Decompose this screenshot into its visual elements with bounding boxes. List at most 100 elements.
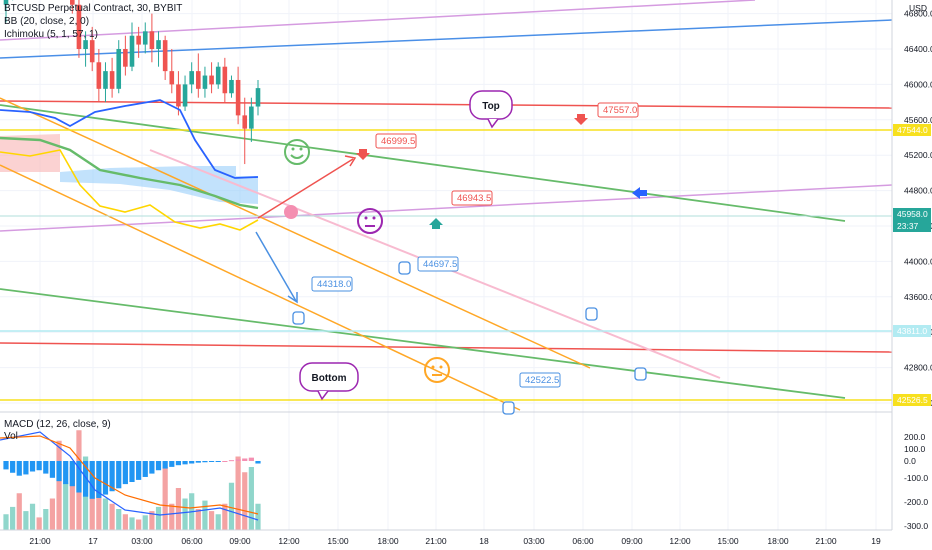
candle-body: [235, 79, 241, 116]
drawing-layer[interactable]: [0, 0, 893, 411]
macd-histogram-bar: [116, 461, 122, 489]
symbol-title[interactable]: BTCUSD Perpetual Contract, 30, BYBIT: [4, 3, 183, 14]
price-label-text: 42522.5: [525, 375, 559, 386]
price-axis[interactable]: USD49600.049200.048800.048400.048000.047…: [891, 0, 932, 550]
macd-histogram-bar: [255, 461, 261, 464]
price-tick-label: 44000.0: [904, 256, 932, 266]
blue-trend-line[interactable]: [0, 19, 893, 59]
macd-histogram-bar: [82, 461, 89, 497]
bb-indicator-label[interactable]: BB (20, close, 2, 0): [4, 16, 90, 27]
macd-histogram-bar: [195, 461, 201, 463]
time-tick-label: 18:00: [377, 536, 399, 546]
macd-tick-label: -300.0: [904, 521, 928, 531]
candle-body: [222, 66, 228, 94]
price-label-box[interactable]: [417, 256, 459, 272]
ichimoku-indicator-label[interactable]: Ichimoku (5, 1, 57, 1): [4, 29, 98, 40]
price-label-text: 46999.5: [381, 136, 415, 147]
candle-body: [142, 31, 148, 45]
time-tick-label: 03:00: [131, 536, 153, 546]
time-tick-label: 09:00: [621, 536, 643, 546]
price-tick-label: 45600.0: [904, 115, 932, 125]
note-tail: [317, 390, 329, 401]
price-badge-text: 43811.0: [897, 326, 927, 336]
green-trend-line[interactable]: [0, 288, 846, 399]
price-label-box[interactable]: [597, 102, 639, 118]
candle-body: [209, 75, 214, 85]
price-badge[interactable]: [893, 394, 931, 406]
hand-pointer-icon: [398, 261, 411, 275]
volume-bar: [69, 467, 75, 530]
time-tick-label: 03:00: [523, 536, 545, 546]
red-projection-arrow[interactable]: [257, 158, 354, 219]
price-tick-label: 46400.0: [904, 44, 932, 54]
face-eye: [439, 365, 443, 369]
price-badge[interactable]: [893, 220, 931, 232]
price-label-text: 46943.5: [457, 193, 491, 204]
price-badge[interactable]: [893, 208, 931, 220]
volume-bar: [175, 488, 182, 530]
price-label-box[interactable]: [311, 276, 353, 292]
candle-body: [89, 40, 95, 63]
price-labels[interactable]: 47544.0 45958.0 23:37 43811.0 42526.5 46999.5…: [284, 90, 931, 415]
price-label-box[interactable]: [451, 190, 493, 206]
volume-bar: [16, 493, 22, 530]
macd-histogram-bar: [235, 459, 241, 461]
arrowhead: [287, 292, 298, 304]
macd-histogram-bar: [242, 458, 248, 461]
macd-histogram-bar: [248, 457, 254, 461]
hand-pointer-icon: [502, 401, 515, 415]
macd-tick-label: 0.0: [904, 456, 916, 466]
macd-histogram-bar: [228, 460, 235, 462]
volume-bar: [169, 503, 175, 530]
green-trend-line[interactable]: [0, 104, 846, 222]
candle-body: [3, 0, 9, 5]
time-axis[interactable]: 21:00 17 03:00 06:00 09:00 12:00 15:00 18:00 21:…: [0, 529, 892, 546]
currency-label: USD: [909, 3, 927, 13]
volume-bar: [29, 503, 36, 530]
indicator-lines: [0, 99, 259, 231]
macd-histogram-bar: [56, 461, 62, 482]
arrow-down-icon: [356, 149, 370, 160]
volume-bar: [142, 515, 148, 530]
orange-channel-line[interactable]: [0, 164, 521, 411]
volume-bar: [136, 519, 142, 530]
time-tick-label: 21:00: [815, 536, 837, 546]
vol-indicator-label[interactable]: Vol: [4, 431, 18, 442]
macd-histogram-bar: [69, 461, 75, 487]
bb-lower-band: [0, 149, 259, 231]
price-label-box[interactable]: [519, 372, 561, 388]
volume-bar: [215, 514, 221, 530]
macd-volume-pane: [0, 430, 261, 530]
note-text: Bottom: [312, 373, 347, 384]
time-tick-label: 18:00: [767, 536, 789, 546]
time-tick-label: 12:00: [669, 536, 691, 546]
volume-bar: [202, 500, 208, 530]
price-tick-label: 42800.0: [904, 363, 932, 373]
price-badge[interactable]: [893, 325, 931, 337]
orange-channel-line[interactable]: [0, 97, 591, 369]
violet-trend-line[interactable]: [0, 0, 756, 41]
bottom-note[interactable]: [299, 362, 359, 392]
price-label-box[interactable]: [375, 133, 417, 149]
time-tick-label: 15:00: [327, 536, 349, 546]
macd-histogram-bar: [102, 461, 109, 495]
red-horizontal-line[interactable]: [0, 342, 893, 353]
blue-projection-arrow[interactable]: [255, 231, 297, 302]
candle-body: [76, 4, 82, 49]
candle-body: [215, 66, 221, 85]
macd-histogram-bar: [10, 461, 16, 473]
face-eye: [431, 365, 435, 369]
macd-histogram-bar: [129, 461, 135, 482]
time-tick-label: 19: [871, 536, 881, 546]
price-badge[interactable]: [893, 124, 931, 136]
bb-basis-line: [0, 136, 259, 210]
macd-histogram-bar: [215, 461, 221, 462]
macd-indicator-label[interactable]: MACD (12, 26, close, 9): [4, 419, 111, 430]
candles: [3, 0, 261, 165]
candle-body: [123, 49, 128, 67]
candle-body: [176, 84, 181, 107]
violet-trend-line[interactable]: [0, 184, 893, 232]
price-label-text: 44318.0: [317, 279, 351, 290]
